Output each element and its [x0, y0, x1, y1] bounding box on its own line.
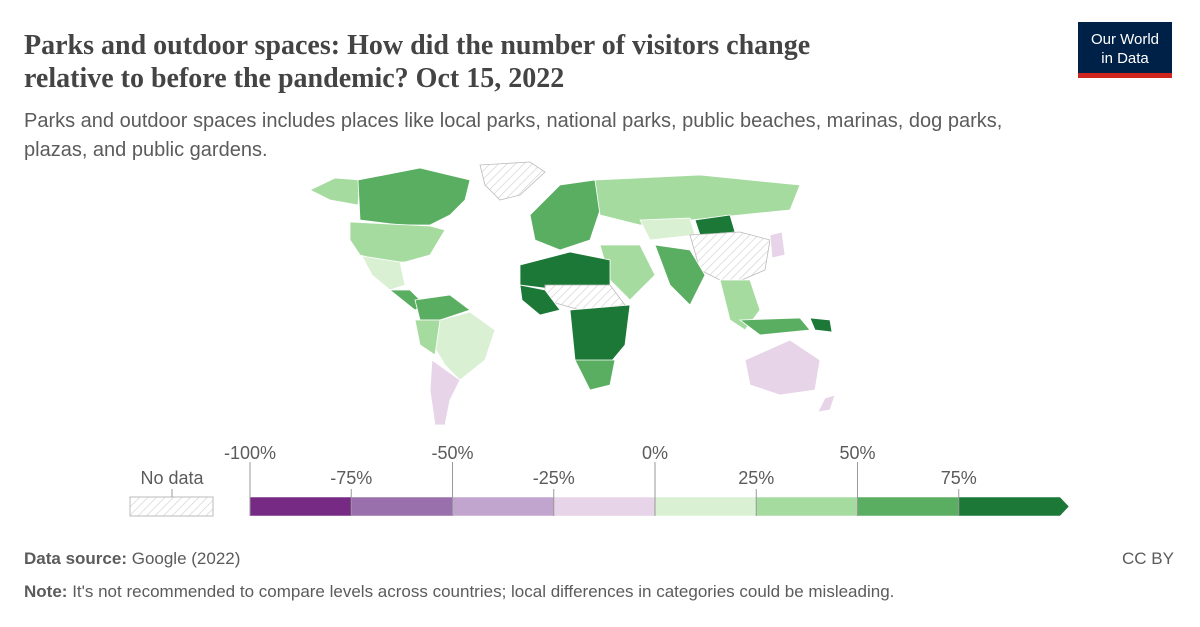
legend-tick-label: -100% — [224, 443, 276, 463]
source-text: Google (2022) — [132, 549, 241, 568]
no-data-swatch — [129, 496, 214, 517]
north-africa — [519, 251, 611, 291]
europe — [529, 179, 601, 251]
south-america-north — [414, 294, 471, 321]
australia — [744, 339, 821, 396]
subtitle: plazas, and public gardens. — [24, 139, 268, 161]
world-map — [309, 161, 836, 426]
legend-bin — [452, 496, 554, 517]
legend-tick-label: 50% — [839, 443, 875, 463]
usa — [349, 221, 446, 263]
logo-box — [1078, 22, 1172, 78]
west-africa — [519, 284, 561, 316]
southern-africa — [574, 359, 616, 391]
canada — [357, 167, 471, 226]
title: relative to before the pandemic? Oct 15,… — [24, 63, 564, 94]
note: Note: It's not recommended to compare le… — [24, 582, 894, 601]
legend: No data -100% -75% -50% -25% 0% 25% 50% 75% — [129, 443, 1070, 517]
russia — [594, 174, 801, 226]
title: Parks and outdoor spaces: How did the nu… — [24, 30, 810, 61]
logo-text: Our World — [1091, 31, 1159, 48]
greenland — [479, 161, 546, 201]
alaska — [309, 177, 361, 206]
peru — [414, 319, 441, 356]
license: CC BY — [1122, 549, 1174, 568]
source-label: Data source: — [24, 549, 127, 568]
note-label: Note: — [24, 582, 67, 601]
legend-bin — [553, 496, 656, 517]
kazakhstan — [639, 217, 696, 241]
new-zealand — [817, 394, 836, 413]
argentina — [429, 359, 461, 426]
legend-tick-label: 25% — [738, 468, 774, 488]
legend-bin — [958, 496, 1070, 517]
png — [809, 317, 833, 333]
indonesia — [738, 317, 811, 336]
legend-tick-label: 0% — [642, 443, 668, 463]
legend-bin — [351, 496, 453, 517]
source: Data source: Google (2022) — [24, 549, 240, 568]
legend-bin — [857, 496, 959, 517]
legend-tick-label: -50% — [431, 443, 473, 463]
logo-bar — [1078, 73, 1172, 78]
logo-text: in Data — [1101, 50, 1149, 67]
no-data-label: No data — [140, 468, 204, 488]
legend-bin — [249, 496, 352, 517]
legend-tick-label: -75% — [330, 468, 372, 488]
note-text: It's not recommended to compare levels a… — [72, 582, 894, 601]
legend-bin — [654, 496, 757, 517]
legend-tick-label: 75% — [941, 468, 977, 488]
mexico — [361, 255, 406, 291]
legend-tick-label: -25% — [533, 468, 575, 488]
japan — [769, 231, 786, 259]
subtitle: Parks and outdoor spaces includes places… — [24, 110, 1002, 132]
legend-bin — [756, 496, 858, 517]
logo: Our World in Data — [1078, 22, 1172, 78]
south-asia — [654, 244, 706, 306]
